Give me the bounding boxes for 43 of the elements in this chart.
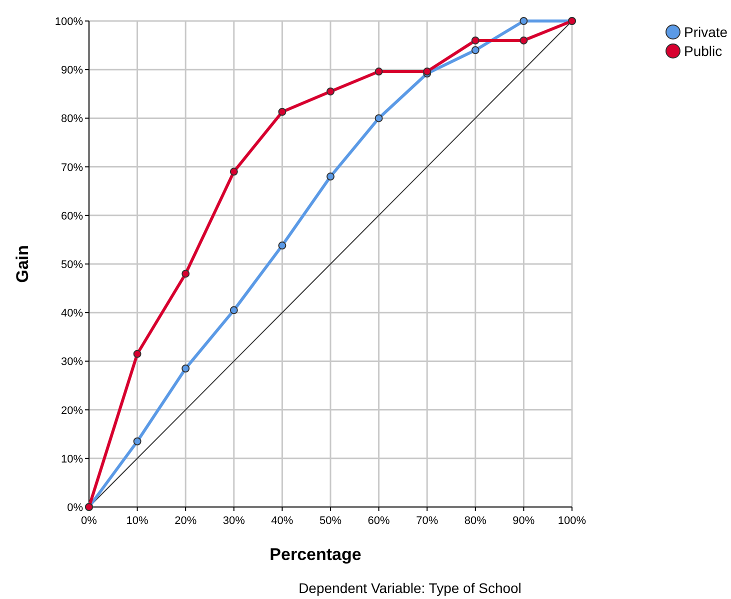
point — [230, 168, 238, 176]
x-tick-label: 20% — [174, 515, 197, 527]
y-tick-label: 60% — [60, 210, 84, 222]
y-tick-label: 10% — [60, 453, 84, 466]
x-axis-title: Percentage — [270, 545, 362, 564]
point — [133, 437, 142, 446]
point — [374, 114, 383, 122]
point — [326, 87, 334, 96]
y-tick-label: 30% — [60, 356, 84, 368]
x-tick-label: 30% — [222, 515, 246, 527]
legend-label: Private — [684, 24, 728, 40]
point — [182, 270, 190, 278]
point — [520, 17, 528, 25]
point — [520, 36, 528, 44]
x-tick-label: 80% — [464, 515, 487, 527]
legend-label: Public — [684, 43, 722, 59]
x-tick-label: 40% — [271, 515, 294, 527]
point — [471, 36, 480, 44]
point — [374, 68, 383, 76]
point — [278, 108, 286, 116]
y-tick-label: 50% — [60, 259, 84, 271]
y-axis-title: Gain — [13, 245, 32, 283]
y-tick-label: 70% — [60, 162, 84, 174]
x-tick-label: 60% — [368, 515, 390, 527]
x-tick-label: 10% — [126, 515, 149, 527]
text: Dependent Variable: Type of School — [298, 580, 522, 596]
x-tick-label: 100% — [558, 515, 586, 527]
point — [182, 364, 190, 372]
point — [278, 242, 286, 250]
x-tick-label: 50% — [319, 515, 342, 527]
y-tick-label: 100% — [54, 16, 84, 28]
x-tick-label: 70% — [416, 515, 438, 527]
point — [471, 46, 480, 54]
y-tick-label: 90% — [60, 64, 84, 77]
y-tick-label: 80% — [60, 113, 84, 126]
y-tick-label: 20% — [60, 404, 84, 417]
y-tick-label: 0% — [67, 502, 84, 514]
point — [133, 350, 142, 358]
y-tick-label: 40% — [60, 308, 84, 320]
x-tick-label: 0% — [81, 515, 98, 527]
point — [230, 306, 238, 314]
point — [326, 172, 334, 181]
x-tick-label: 90% — [512, 515, 535, 527]
